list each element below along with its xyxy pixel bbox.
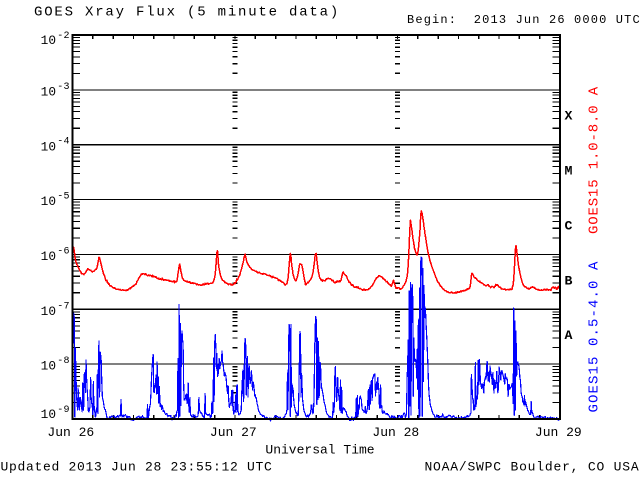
svg-text:Jun 26: Jun 26: [47, 425, 94, 440]
svg-text:10: 10: [41, 304, 56, 319]
svg-text:C: C: [565, 218, 573, 233]
svg-text:10: 10: [41, 33, 56, 48]
svg-text:10: 10: [41, 359, 56, 374]
svg-text:Jun 28: Jun 28: [372, 425, 419, 440]
svg-text:B: B: [565, 273, 573, 288]
svg-text:Jun 27: Jun 27: [210, 425, 257, 440]
svg-text:Jun 29: Jun 29: [535, 425, 582, 440]
svg-text:A: A: [565, 328, 573, 343]
svg-text:-5: -5: [57, 192, 70, 203]
svg-text:X: X: [565, 109, 573, 124]
svg-text:M: M: [565, 164, 573, 179]
svg-text:10: 10: [41, 194, 56, 209]
svg-text:GOES Xray Flux (5 minute data): GOES Xray Flux (5 minute data): [34, 5, 340, 21]
svg-text:-6: -6: [57, 246, 70, 257]
svg-text:NOAA/SWPC Boulder, CO USA: NOAA/SWPC Boulder, CO USA: [424, 459, 639, 474]
svg-text:GOES15 1.0-8.0 A: GOES15 1.0-8.0 A: [587, 86, 603, 234]
svg-text:10: 10: [41, 249, 56, 264]
svg-text:10: 10: [41, 407, 56, 422]
svg-text:-2: -2: [57, 31, 70, 42]
svg-text:-4: -4: [57, 137, 70, 148]
svg-text:Updated 2013 Jun 28 23:55:12 U: Updated 2013 Jun 28 23:55:12 UTC: [1, 459, 273, 474]
svg-text:-8: -8: [57, 356, 70, 367]
svg-text:-3: -3: [57, 82, 70, 93]
svg-text:-7: -7: [57, 301, 70, 312]
svg-text:Universal Time: Universal Time: [265, 443, 374, 458]
svg-text:GOES15 0.5-4.0 A: GOES15 0.5-4.0 A: [587, 260, 603, 412]
svg-text:10: 10: [41, 139, 56, 154]
svg-text:10: 10: [41, 84, 56, 99]
svg-text:Begin: 2013 Jun 26 0000 UTC: Begin: 2013 Jun 26 0000 UTC: [407, 13, 640, 27]
svg-text:-9: -9: [57, 405, 70, 416]
